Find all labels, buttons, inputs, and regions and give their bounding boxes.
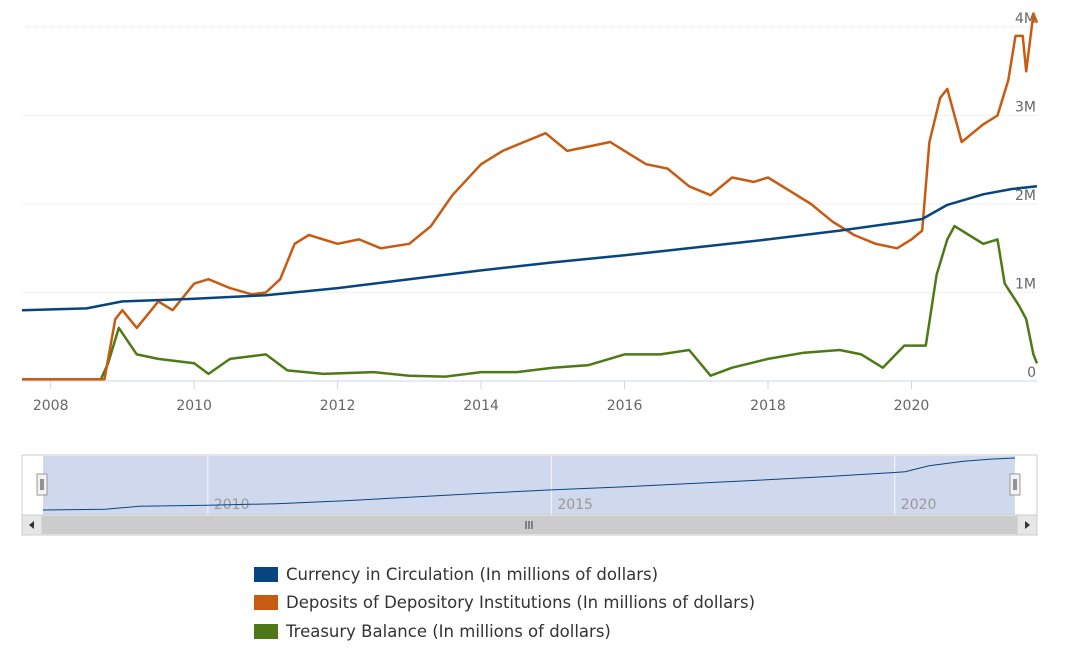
x-axis-ticks: 2008 2010 2012 2014 2016 2018 2020 (33, 381, 929, 414)
y-tick-label: 3M (1015, 100, 1036, 116)
legend-item-treasury[interactable]: Treasury Balance (In millions of dollars… (254, 617, 755, 646)
legend-swatch-treasury (254, 623, 278, 639)
navigator[interactable]: 2010 2015 2020 (21, 454, 1038, 516)
y-tick-label: 0 (1027, 365, 1036, 381)
navigator-selected-range[interactable] (43, 456, 1015, 515)
y-tick-label: 1M (1015, 277, 1036, 293)
legend-item-currency[interactable]: Currency in Circulation (In millions of … (254, 560, 755, 589)
navigator-right-handle[interactable] (1009, 473, 1021, 496)
legend: Currency in Circulation (In millions of … (254, 560, 755, 646)
x-tick-label: 2008 (33, 398, 69, 414)
legend-item-deposits[interactable]: Deposits of Depository Institutions (In … (254, 589, 755, 618)
navigator-grid: 2010 2015 2020 (207, 456, 937, 515)
navigator-series-line (42, 457, 1016, 511)
series-line-2[interactable] (22, 224, 1039, 381)
y-tick-label: 4M (1015, 11, 1036, 27)
scroll-right-button[interactable] (1016, 514, 1038, 536)
scrollbar[interactable] (21, 514, 1038, 536)
legend-swatch-currency (254, 566, 278, 582)
x-tick-label: 2012 (320, 398, 356, 414)
legend-label-deposits: Deposits of Depository Institutions (In … (286, 593, 756, 613)
grid-lines (22, 26, 1037, 293)
legend-swatch-deposits (254, 595, 278, 611)
x-tick-label: 2016 (607, 398, 643, 414)
series-line-1[interactable] (22, 12, 1039, 381)
series-line-0[interactable] (21, 185, 1038, 312)
navigator-left-handle[interactable] (36, 473, 48, 496)
legend-label-currency: Currency in Circulation (In millions of … (286, 564, 659, 584)
x-tick-label: 2018 (750, 398, 786, 414)
y-tick-label: 2M (1015, 188, 1036, 204)
x-tick-label: 2014 (463, 398, 499, 414)
legend-label-treasury: Treasury Balance (In millions of dollars… (286, 621, 611, 641)
series-lines (21, 12, 1039, 381)
navigator-x-label: 2015 (557, 497, 593, 513)
x-tick-label: 2010 (176, 398, 212, 414)
y-axis-ticks: 0 1M 2M 3M 4M (1015, 11, 1036, 381)
navigator-x-label: 2020 (901, 497, 937, 513)
x-tick-label: 2020 (894, 398, 930, 414)
scroll-left-button[interactable] (21, 514, 43, 536)
